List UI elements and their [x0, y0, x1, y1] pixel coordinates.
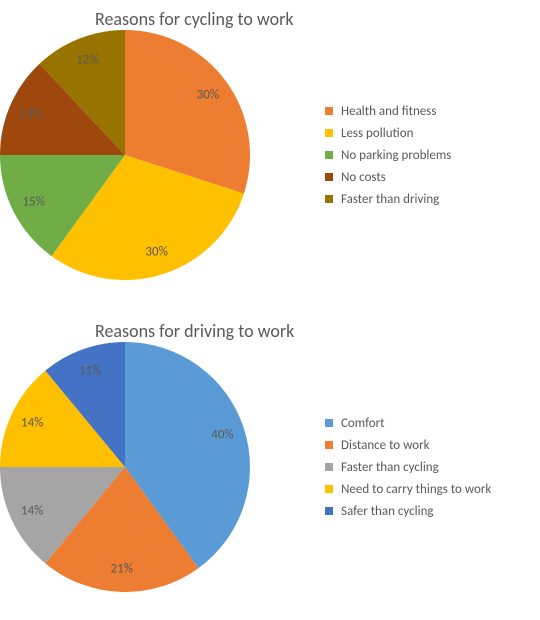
chart-row: 30%30%15%13%12% Health and fitness Less p… — [0, 30, 540, 280]
legend-item: Comfort — [325, 416, 530, 431]
legend-label: Less pollution — [341, 126, 413, 141]
legend: Comfort Distance to work Faster than cycli… — [250, 409, 540, 526]
legend-label: No parking problems — [341, 148, 451, 163]
legend-item: No parking problems — [325, 148, 530, 163]
pie-chart: 30%30%15%13%12% — [0, 30, 250, 280]
legend-item: Need to carry things to work — [325, 482, 530, 497]
legend-swatch — [325, 107, 333, 115]
legend-item: Less pollution — [325, 126, 530, 141]
legend-swatch — [325, 441, 333, 449]
legend-swatch — [325, 173, 333, 181]
chart-title: Reasons for driving to work — [0, 320, 540, 342]
legend-swatch — [325, 129, 333, 137]
legend-swatch — [325, 195, 333, 203]
chart-title: Reasons for cycling to work — [0, 8, 540, 30]
legend-swatch — [325, 419, 333, 427]
legend-item: Faster than driving — [325, 192, 530, 207]
legend-label: Faster than driving — [341, 192, 439, 207]
legend-swatch — [325, 463, 333, 471]
legend-item: Faster than cycling — [325, 460, 530, 475]
legend-label: Health and fitness — [341, 104, 436, 119]
legend-label: Need to carry things to work — [341, 482, 491, 497]
legend-label: Faster than cycling — [341, 460, 439, 475]
chart-row: 40%21%14%14%11% Comfort Distance to work F… — [0, 342, 540, 592]
legend-item: Distance to work — [325, 438, 530, 453]
legend-swatch — [325, 507, 333, 515]
legend-label: Safer than cycling — [341, 504, 434, 519]
legend-item: Safer than cycling — [325, 504, 530, 519]
legend-label: Comfort — [341, 416, 385, 431]
legend-swatch — [325, 151, 333, 159]
legend-item: Health and fitness — [325, 104, 530, 119]
legend-swatch — [325, 485, 333, 493]
cycling-chart-block: Reasons for cycling to work 30%30%15%13%… — [0, 8, 540, 280]
legend: Health and fitness Less pollution No parki… — [250, 97, 540, 214]
legend-label: No costs — [341, 170, 386, 185]
legend-label: Distance to work — [341, 438, 430, 453]
pie-chart: 40%21%14%14%11% — [0, 342, 250, 592]
driving-chart-block: Reasons for driving to work 40%21%14%14%… — [0, 320, 540, 592]
legend-item: No costs — [325, 170, 530, 185]
